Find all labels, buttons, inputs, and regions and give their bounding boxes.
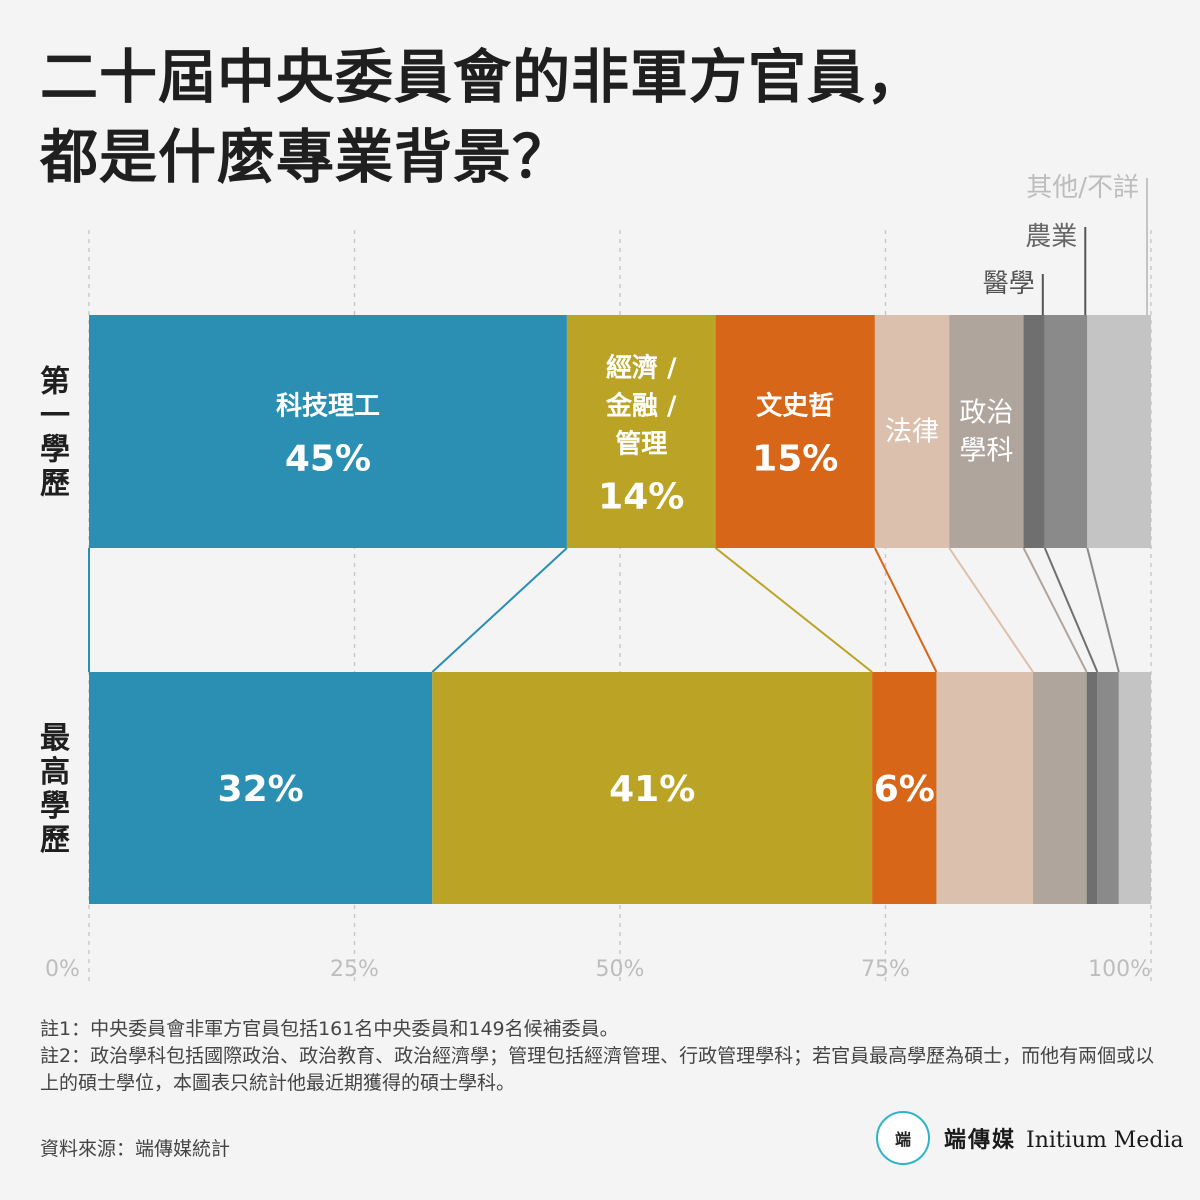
row-label-char: 學	[40, 433, 70, 468]
x-tick-label: 100%	[1088, 957, 1151, 982]
callout-label: 其他/不詳	[1026, 173, 1139, 203]
x-tick-label: 25%	[330, 957, 379, 982]
connector-line	[1022, 547, 1088, 673]
bar-segment	[715, 315, 875, 548]
source-note: 資料來源：端傳媒統計	[40, 1138, 231, 1160]
x-tick-label: 75%	[861, 957, 910, 982]
bar-segment	[936, 672, 1033, 904]
bar-segment	[1087, 315, 1151, 548]
bar-segment	[1118, 672, 1151, 904]
segment-value: 45%	[285, 439, 371, 480]
brand-name-en: Initium Media	[1026, 1128, 1184, 1153]
callout-label: 農業	[1025, 222, 1077, 252]
bar-segment	[874, 315, 950, 548]
bar-segment	[1044, 315, 1088, 548]
note-1: 註1：中央委員會非軍方官員包括161名中央委員和149名候補委員。	[40, 1018, 619, 1040]
bar-segment	[89, 315, 567, 548]
connector-line	[1086, 547, 1120, 673]
connector-line	[948, 547, 1034, 673]
segment-value: 14%	[598, 477, 684, 518]
x-tick-label: 0%	[45, 957, 80, 982]
segment-value: 32%	[218, 769, 304, 810]
bar-segment	[949, 315, 1024, 548]
segment-label: 管理	[615, 430, 667, 460]
row-label-char: 最	[40, 721, 70, 756]
chart-title-line-1: 二十屆中央委員會的非軍方官員，	[40, 43, 926, 111]
segment-label: 學科	[959, 436, 1013, 467]
x-tick-label: 50%	[596, 957, 645, 982]
bar-segment	[1086, 672, 1098, 904]
segment-label: 政治	[959, 398, 1013, 429]
bar-segment	[1097, 672, 1119, 904]
segment-label: 文史哲	[756, 391, 834, 422]
row-label-char: 一	[40, 399, 70, 434]
bar-segment	[432, 672, 873, 904]
row-label-char: 第	[40, 365, 70, 400]
segment-value: 41%	[609, 769, 695, 810]
chart-title-line-2: 都是什麼專業背景？	[40, 123, 572, 191]
connector-line	[714, 547, 873, 673]
segment-label: 法律	[885, 417, 939, 448]
note-2: 註2：政治學科包括國際政治、政治教育、政治經濟學；管理包括經濟管理、行政管理學科…	[40, 1045, 1155, 1094]
notes: 註1：中央委員會非軍方官員包括161名中央委員和149名候補委員。 註2：政治學…	[40, 1016, 1165, 1097]
row-label-char: 高	[40, 755, 70, 790]
bar-segment	[872, 672, 937, 904]
bar-segment	[1033, 672, 1087, 904]
connector-line	[431, 547, 568, 673]
bar-segment	[1023, 315, 1045, 548]
segment-label: 金融 /	[605, 391, 677, 422]
connector-line	[1043, 547, 1099, 673]
brand: 端 端傳媒 Initium Media	[876, 1110, 1184, 1166]
row-label-char: 歷	[40, 823, 70, 858]
segment-value: 6%	[874, 769, 935, 810]
bar-segment	[566, 315, 716, 548]
connector-line	[873, 547, 938, 673]
segment-value: 15%	[752, 439, 838, 480]
callout-label: 醫學	[983, 269, 1035, 299]
segment-label: 經濟 /	[606, 353, 677, 384]
row-label-char: 學	[40, 789, 70, 824]
row-label-char: 歷	[40, 467, 70, 502]
brand-name-cn: 端傳媒	[944, 1127, 1017, 1153]
segment-label: 科技理工	[276, 392, 380, 422]
bar-segment	[89, 672, 433, 904]
initium-logo-icon: 端	[876, 1111, 930, 1165]
